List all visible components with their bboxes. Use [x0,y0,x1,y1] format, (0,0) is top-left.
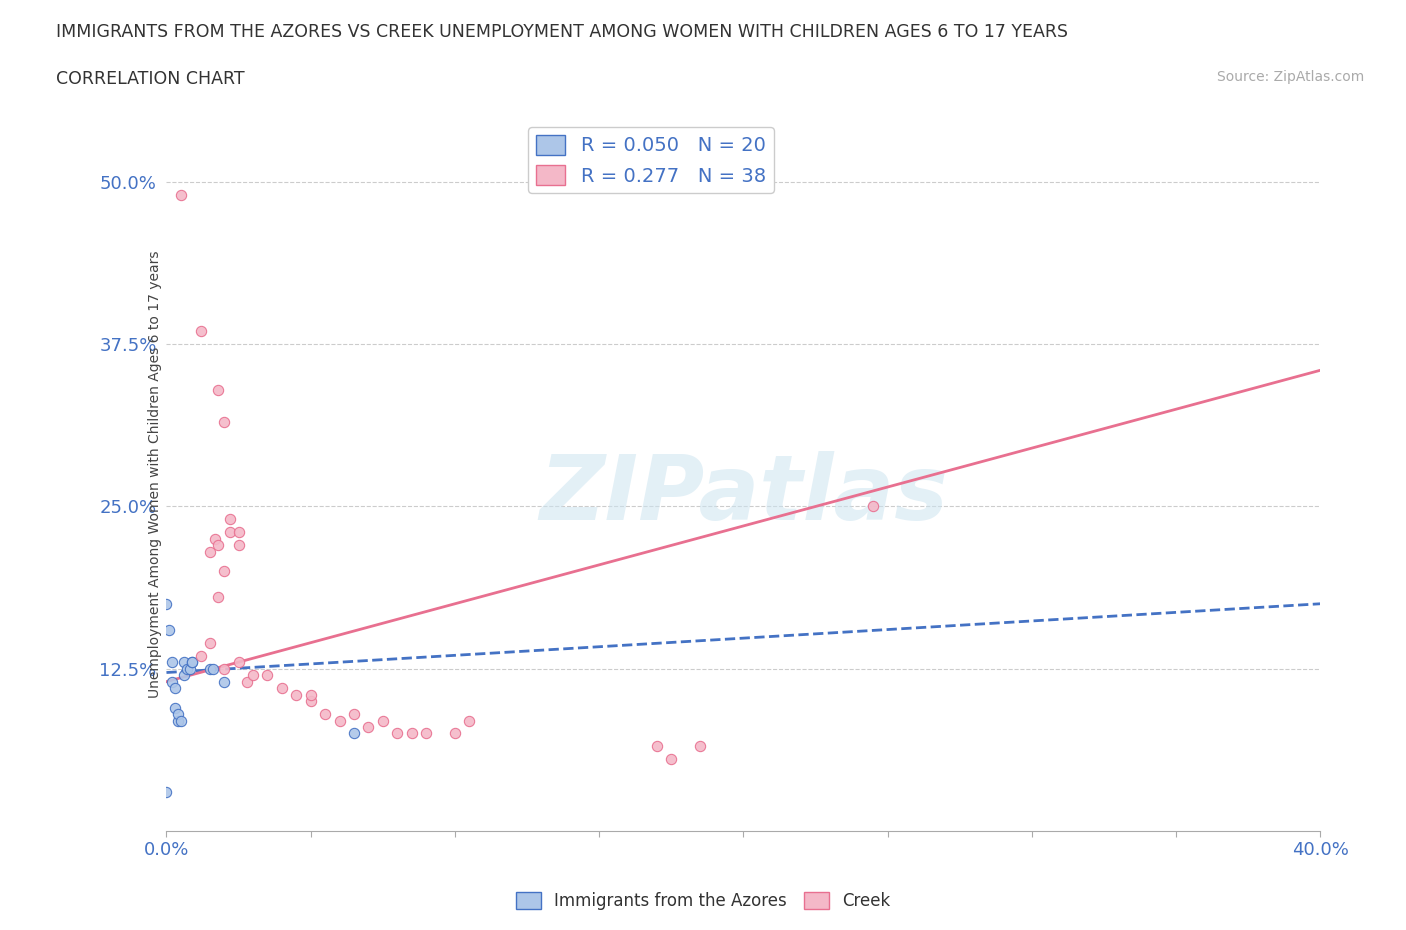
Point [236,674,259,689]
Point [204,531,226,546]
Point [207,538,229,552]
Point [190,648,212,663]
Point [228,525,250,539]
Point [285,687,308,702]
Point [862,499,884,514]
Point [219,525,242,539]
Point [165,681,187,696]
Point [458,713,481,728]
Point [181,655,204,670]
Point [328,713,350,728]
Legend: R = 0.050   N = 20, R = 0.277   N = 38: R = 0.050 N = 20, R = 0.277 N = 38 [529,127,773,193]
Point [645,739,668,754]
Point [181,655,204,670]
Point [212,564,235,578]
Point [228,538,250,552]
Point [190,324,212,339]
Point [198,544,221,559]
Point [228,655,250,670]
Point [160,674,183,689]
Text: IMMIGRANTS FROM THE AZORES VS CREEK UNEMPLOYMENT AMONG WOMEN WITH CHILDREN AGES : IMMIGRANTS FROM THE AZORES VS CREEK UNEM… [56,23,1069,41]
Point [167,713,190,728]
Point [212,415,235,430]
Point [212,661,235,676]
Point [207,382,229,397]
Point [167,707,190,722]
Point [212,674,235,689]
Point [401,726,423,741]
Point [207,590,229,604]
Point [444,726,467,741]
Text: Source: ZipAtlas.com: Source: ZipAtlas.com [1216,70,1364,84]
Point [357,720,380,735]
Point [201,661,224,676]
Point [387,726,409,741]
Point [659,752,682,767]
Point [179,661,201,676]
Point [371,713,394,728]
Point [198,635,221,650]
Point [198,661,221,676]
Point [165,700,187,715]
Point [170,188,193,203]
Legend: Immigrants from the Azores, Creek: Immigrants from the Azores, Creek [509,885,897,917]
Point [242,668,264,683]
Point [170,713,193,728]
Point [314,707,336,722]
Point [155,784,177,799]
Point [176,661,198,676]
Point [689,739,711,754]
Text: ZIPatlas: ZIPatlas [538,451,948,539]
Point [343,726,366,741]
Point [155,596,177,611]
Y-axis label: Unemployment Among Women with Children Ages 6 to 17 years: Unemployment Among Women with Children A… [149,250,162,698]
Point [299,694,322,709]
Point [173,655,195,670]
Point [219,512,242,527]
Point [256,668,278,683]
Point [270,681,292,696]
Point [160,655,183,670]
Point [343,707,366,722]
Point [157,622,180,637]
Point [173,668,195,683]
Text: CORRELATION CHART: CORRELATION CHART [56,70,245,87]
Point [299,687,322,702]
Point [415,726,437,741]
